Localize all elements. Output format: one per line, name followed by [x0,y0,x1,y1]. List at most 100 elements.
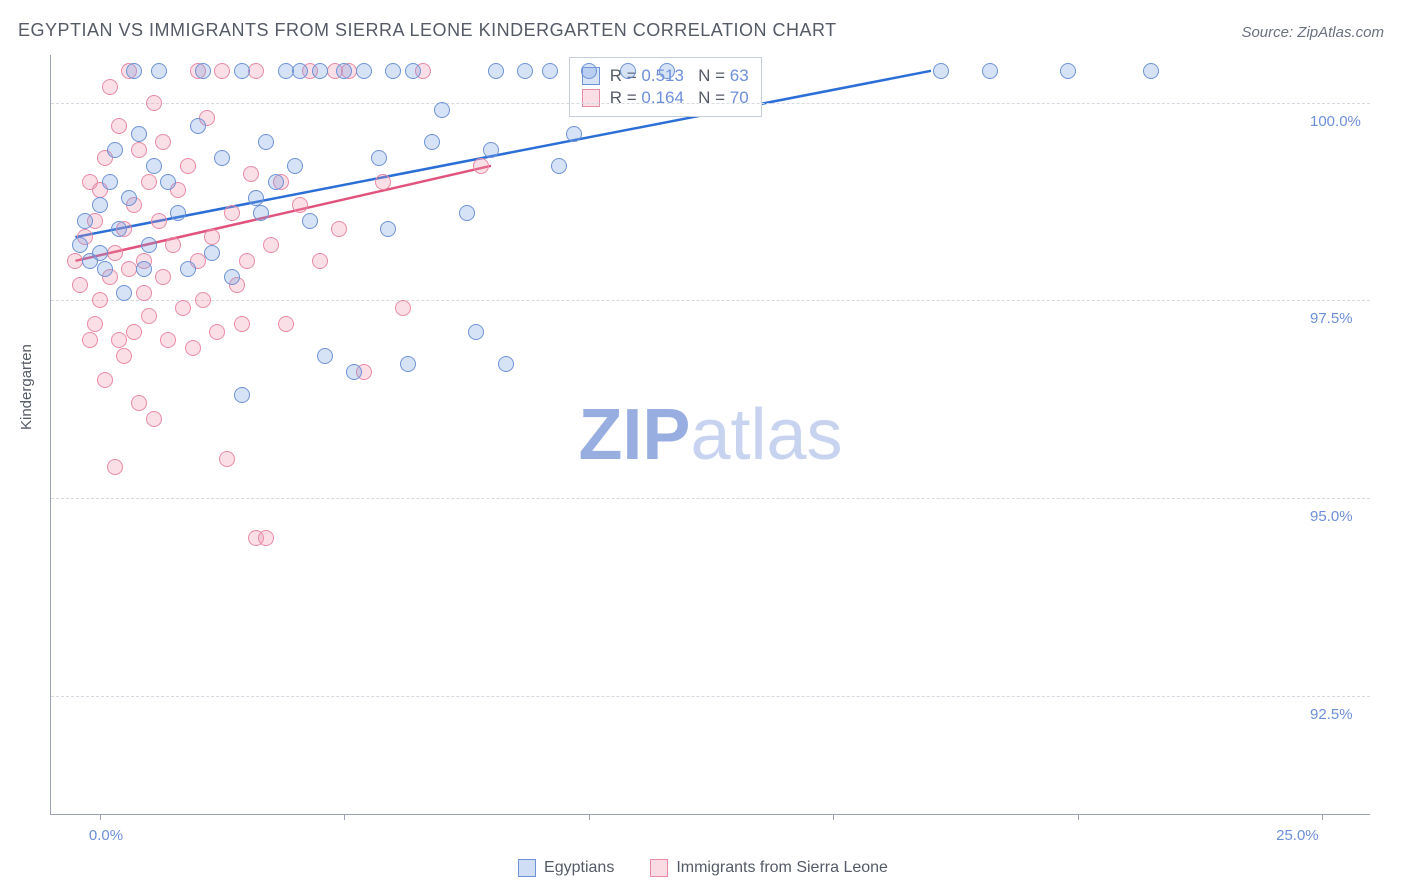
legend-label: Immigrants from Sierra Leone [676,859,888,877]
data-point [405,63,421,79]
data-point [102,79,118,95]
data-point [278,316,294,332]
data-point [107,142,123,158]
x-tick [833,814,834,820]
data-point [209,324,225,340]
data-point [155,269,171,285]
data-point [195,63,211,79]
data-point [317,348,333,364]
data-point [121,190,137,206]
data-point [190,118,206,134]
data-point [204,229,220,245]
data-point [239,253,255,269]
data-point [214,150,230,166]
data-point [136,285,152,301]
data-point [146,411,162,427]
data-point [146,158,162,174]
x-tick [1322,814,1323,820]
data-point [175,300,191,316]
data-point [566,126,582,142]
data-point [659,63,675,79]
data-point [292,63,308,79]
series-legend: Egyptians Immigrants from Sierra Leone [0,859,1406,882]
data-point [121,261,137,277]
y-tick-label: 92.5% [1310,706,1353,723]
data-point [126,63,142,79]
data-point [424,134,440,150]
data-point [434,102,450,118]
x-tick [589,814,590,820]
data-point [77,213,93,229]
gridline [51,498,1370,499]
data-point [87,316,103,332]
data-point [933,63,949,79]
data-point [92,292,108,308]
data-point [67,253,83,269]
data-point [385,63,401,79]
data-point [400,356,416,372]
data-point [185,340,201,356]
data-point [234,387,250,403]
data-point [356,63,372,79]
data-point [146,95,162,111]
data-point [165,237,181,253]
data-point [302,213,318,229]
data-point [248,190,264,206]
data-point [263,237,279,253]
data-point [141,174,157,190]
data-point [111,221,127,237]
data-point [287,158,303,174]
legend-swatch [582,89,600,107]
data-point [517,63,533,79]
data-point [195,292,211,308]
data-point [107,245,123,261]
data-point [92,197,108,213]
data-point [102,174,118,190]
data-point [331,221,347,237]
data-point [551,158,567,174]
x-tick-label: 0.0% [89,827,123,844]
data-point [468,324,484,340]
data-point [258,530,274,546]
data-point [483,142,499,158]
data-point [131,142,147,158]
legend-label: Egyptians [544,859,614,877]
data-point [380,221,396,237]
legend-swatch [650,859,668,877]
data-point [234,63,250,79]
data-point [292,197,308,213]
gridline [51,103,1370,104]
legend-item: Immigrants from Sierra Leone [650,859,888,877]
data-point [136,261,152,277]
data-point [312,63,328,79]
data-point [180,261,196,277]
data-point [375,174,391,190]
data-point [160,332,176,348]
gridline [51,696,1370,697]
data-point [97,261,113,277]
data-point [459,205,475,221]
data-point [180,158,196,174]
data-point [371,150,387,166]
plot-area: ZIPatlas R = 0.513 N = 63R = 0.164 N = 7… [50,55,1370,815]
data-point [116,285,132,301]
x-tick-label: 25.0% [1276,827,1319,844]
data-point [488,63,504,79]
data-point [111,118,127,134]
data-point [107,459,123,475]
source-label: Source: ZipAtlas.com [1241,24,1384,41]
data-point [278,63,294,79]
data-point [542,63,558,79]
watermark: ZIPatlas [578,394,842,476]
data-point [204,245,220,261]
legend-stat: R = 0.164 N = 70 [610,88,749,108]
data-point [131,126,147,142]
chart-title: EGYPTIAN VS IMMIGRANTS FROM SIERRA LEONE… [18,20,837,41]
data-point [312,253,328,269]
data-point [151,213,167,229]
data-point [234,316,250,332]
data-point [151,63,167,79]
data-point [982,63,998,79]
data-point [336,63,352,79]
data-point [243,166,259,182]
